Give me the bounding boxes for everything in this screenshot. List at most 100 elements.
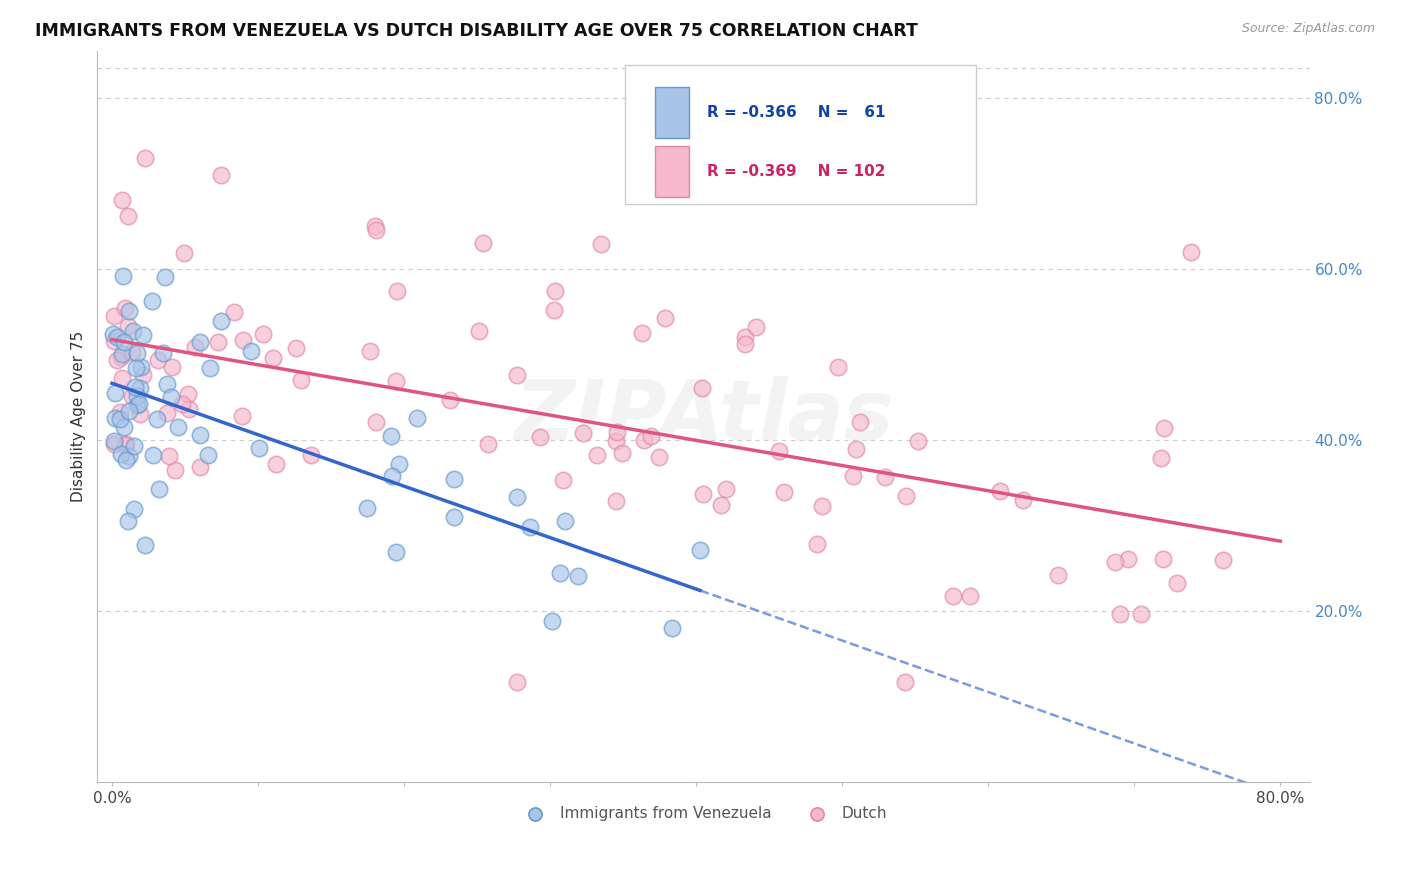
Point xyxy=(103,310,125,324)
Point xyxy=(827,360,849,375)
Point xyxy=(103,436,125,450)
Point xyxy=(439,393,461,408)
Point xyxy=(188,428,211,442)
Point xyxy=(806,537,828,551)
Point xyxy=(388,457,411,471)
Point xyxy=(173,246,195,260)
Point xyxy=(299,448,322,462)
Point xyxy=(247,441,270,455)
Point xyxy=(117,319,139,334)
Point xyxy=(156,406,179,420)
Point xyxy=(240,343,263,358)
Point xyxy=(648,450,671,465)
Point xyxy=(443,510,465,524)
Point xyxy=(110,411,132,425)
Point xyxy=(1012,492,1035,507)
Point xyxy=(105,330,128,344)
Point xyxy=(768,444,790,458)
Text: R = -0.366    N =   61: R = -0.366 N = 61 xyxy=(707,105,886,120)
Point xyxy=(129,407,152,421)
Point xyxy=(1150,451,1173,466)
Point xyxy=(170,397,193,411)
Point xyxy=(1047,567,1070,582)
Point xyxy=(848,415,870,429)
Point xyxy=(610,446,633,460)
Point xyxy=(605,434,627,449)
Point xyxy=(544,285,567,299)
Point xyxy=(606,425,628,439)
Point xyxy=(134,538,156,552)
Point xyxy=(506,490,529,504)
Point xyxy=(1166,576,1188,591)
Point xyxy=(907,434,929,449)
Point xyxy=(633,433,655,447)
Text: ZIPAtlas: ZIPAtlas xyxy=(513,376,893,457)
Point xyxy=(198,361,221,376)
Point xyxy=(132,328,155,343)
Point xyxy=(224,304,246,318)
Point xyxy=(548,566,571,581)
Point xyxy=(122,439,145,453)
Point xyxy=(567,569,589,583)
Point xyxy=(124,361,146,376)
Point xyxy=(1212,553,1234,567)
Point xyxy=(385,545,408,559)
Point xyxy=(207,335,229,350)
Point xyxy=(959,589,981,603)
Point xyxy=(640,429,662,443)
Point xyxy=(477,437,499,451)
Point xyxy=(605,494,627,508)
Point xyxy=(148,482,170,496)
Point xyxy=(845,442,868,456)
Point xyxy=(744,320,766,334)
Point xyxy=(443,471,465,485)
Point xyxy=(157,449,180,463)
Point xyxy=(141,293,163,308)
Point xyxy=(381,468,404,483)
Point xyxy=(160,359,183,374)
Point xyxy=(125,346,148,360)
Point xyxy=(366,222,388,236)
Point xyxy=(988,483,1011,498)
Point xyxy=(132,368,155,382)
Text: R = -0.369    N = 102: R = -0.369 N = 102 xyxy=(707,164,886,178)
Point xyxy=(156,376,179,391)
Point xyxy=(714,482,737,496)
Point xyxy=(942,589,965,603)
Point xyxy=(134,151,156,165)
Point xyxy=(654,310,676,325)
Point xyxy=(209,168,232,182)
Point xyxy=(104,411,127,425)
Point xyxy=(117,514,139,528)
Point xyxy=(160,390,183,404)
Point xyxy=(117,209,139,223)
Point xyxy=(873,469,896,483)
Point xyxy=(356,501,378,516)
Point xyxy=(359,344,381,359)
Point xyxy=(105,352,128,367)
Point xyxy=(183,340,205,354)
Point xyxy=(586,448,609,462)
Y-axis label: Disability Age Over 75: Disability Age Over 75 xyxy=(72,331,86,502)
Point xyxy=(385,375,408,389)
Point xyxy=(541,614,564,628)
Point xyxy=(103,434,125,449)
Point xyxy=(284,341,307,355)
Point xyxy=(114,452,136,467)
Point xyxy=(406,411,429,425)
Point xyxy=(264,457,287,471)
Point xyxy=(543,302,565,317)
Point xyxy=(692,487,714,501)
Point xyxy=(810,500,832,514)
Point xyxy=(364,415,387,429)
Point xyxy=(734,330,756,344)
Point xyxy=(1180,244,1202,259)
Point xyxy=(110,347,132,361)
Point xyxy=(121,345,143,359)
Point xyxy=(122,324,145,338)
Point xyxy=(710,498,733,512)
Point xyxy=(121,390,143,404)
Point xyxy=(188,460,211,475)
Point xyxy=(529,430,551,444)
Point xyxy=(103,327,125,342)
